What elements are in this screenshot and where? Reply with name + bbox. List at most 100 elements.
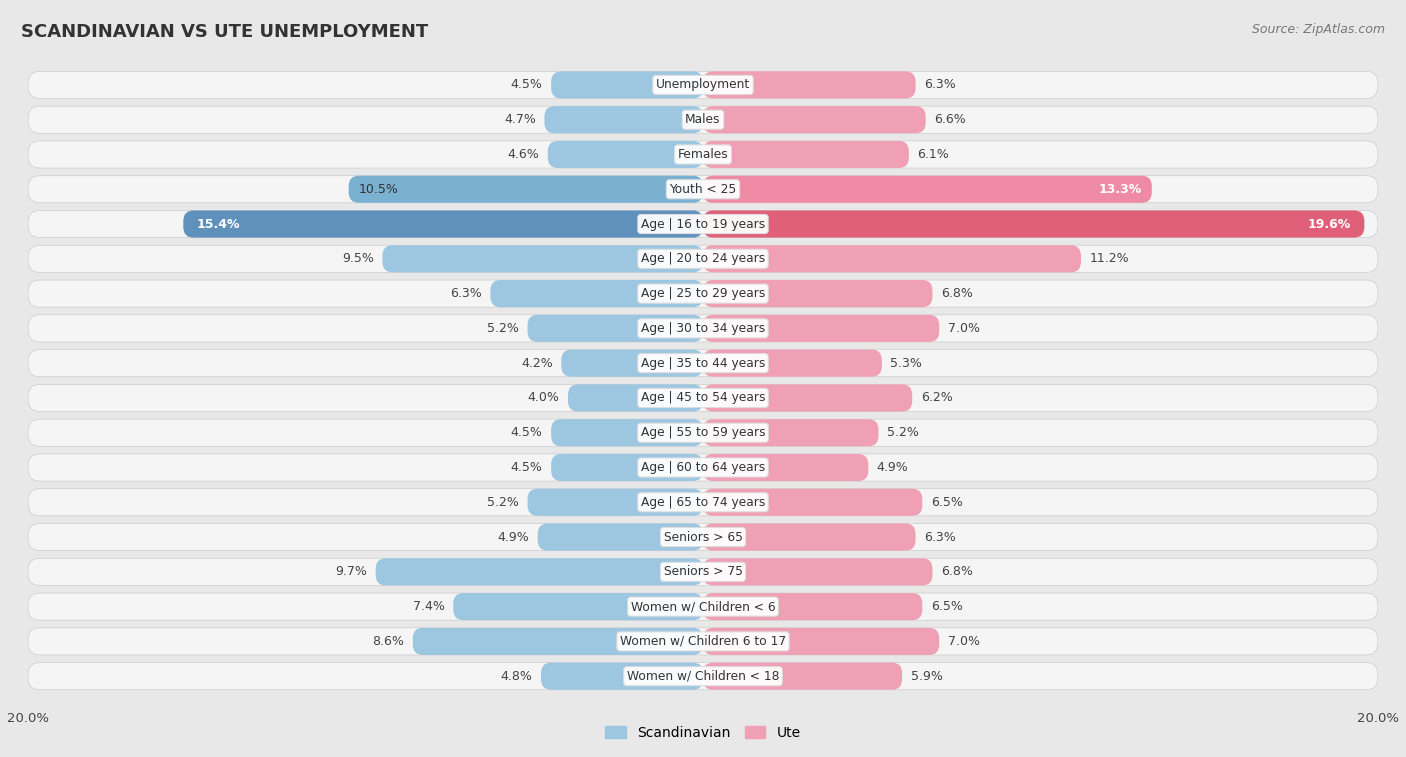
FancyBboxPatch shape: [703, 454, 869, 481]
Text: 4.5%: 4.5%: [510, 426, 543, 439]
Text: Age | 65 to 74 years: Age | 65 to 74 years: [641, 496, 765, 509]
Text: 6.6%: 6.6%: [934, 114, 966, 126]
Text: 6.5%: 6.5%: [931, 600, 963, 613]
FancyBboxPatch shape: [28, 628, 1378, 655]
Text: Women w/ Children < 6: Women w/ Children < 6: [631, 600, 775, 613]
Text: Seniors > 75: Seniors > 75: [664, 565, 742, 578]
Text: 10.5%: 10.5%: [359, 182, 399, 196]
FancyBboxPatch shape: [541, 662, 703, 690]
FancyBboxPatch shape: [703, 106, 925, 133]
Text: Unemployment: Unemployment: [655, 79, 751, 92]
Text: 6.2%: 6.2%: [921, 391, 952, 404]
FancyBboxPatch shape: [703, 662, 903, 690]
Text: 4.8%: 4.8%: [501, 670, 533, 683]
FancyBboxPatch shape: [28, 210, 1378, 238]
Text: Age | 60 to 64 years: Age | 60 to 64 years: [641, 461, 765, 474]
FancyBboxPatch shape: [413, 628, 703, 655]
Text: 15.4%: 15.4%: [197, 217, 240, 231]
FancyBboxPatch shape: [382, 245, 703, 273]
Text: 6.3%: 6.3%: [450, 287, 482, 300]
FancyBboxPatch shape: [349, 176, 703, 203]
FancyBboxPatch shape: [375, 558, 703, 585]
FancyBboxPatch shape: [537, 524, 703, 550]
Text: 4.5%: 4.5%: [510, 79, 543, 92]
FancyBboxPatch shape: [28, 419, 1378, 447]
FancyBboxPatch shape: [28, 454, 1378, 481]
FancyBboxPatch shape: [544, 106, 703, 133]
Text: Age | 35 to 44 years: Age | 35 to 44 years: [641, 357, 765, 369]
FancyBboxPatch shape: [28, 558, 1378, 585]
FancyBboxPatch shape: [527, 315, 703, 342]
FancyBboxPatch shape: [28, 106, 1378, 133]
FancyBboxPatch shape: [28, 315, 1378, 342]
FancyBboxPatch shape: [703, 419, 879, 447]
Text: Seniors > 65: Seniors > 65: [664, 531, 742, 544]
Text: 6.1%: 6.1%: [917, 148, 949, 161]
FancyBboxPatch shape: [28, 385, 1378, 412]
FancyBboxPatch shape: [28, 141, 1378, 168]
FancyBboxPatch shape: [551, 454, 703, 481]
Text: 6.3%: 6.3%: [924, 79, 956, 92]
Text: Age | 30 to 34 years: Age | 30 to 34 years: [641, 322, 765, 335]
FancyBboxPatch shape: [703, 315, 939, 342]
FancyBboxPatch shape: [28, 280, 1378, 307]
Text: 4.5%: 4.5%: [510, 461, 543, 474]
FancyBboxPatch shape: [183, 210, 703, 238]
Text: 7.0%: 7.0%: [948, 322, 980, 335]
Text: Women w/ Children 6 to 17: Women w/ Children 6 to 17: [620, 635, 786, 648]
Text: Age | 25 to 29 years: Age | 25 to 29 years: [641, 287, 765, 300]
Text: 11.2%: 11.2%: [1090, 252, 1129, 265]
Text: 5.9%: 5.9%: [911, 670, 942, 683]
Text: 6.8%: 6.8%: [941, 287, 973, 300]
FancyBboxPatch shape: [551, 71, 703, 98]
Text: Age | 20 to 24 years: Age | 20 to 24 years: [641, 252, 765, 265]
Text: 4.9%: 4.9%: [498, 531, 529, 544]
Legend: Scandinavian, Ute: Scandinavian, Ute: [600, 720, 806, 746]
FancyBboxPatch shape: [703, 350, 882, 377]
Text: 5.2%: 5.2%: [488, 322, 519, 335]
FancyBboxPatch shape: [703, 524, 915, 550]
FancyBboxPatch shape: [703, 245, 1081, 273]
Text: Males: Males: [685, 114, 721, 126]
FancyBboxPatch shape: [703, 141, 908, 168]
FancyBboxPatch shape: [703, 593, 922, 620]
Text: 9.7%: 9.7%: [336, 565, 367, 578]
FancyBboxPatch shape: [568, 385, 703, 412]
Text: Women w/ Children < 18: Women w/ Children < 18: [627, 670, 779, 683]
Text: SCANDINAVIAN VS UTE UNEMPLOYMENT: SCANDINAVIAN VS UTE UNEMPLOYMENT: [21, 23, 429, 41]
FancyBboxPatch shape: [527, 489, 703, 516]
FancyBboxPatch shape: [703, 385, 912, 412]
Text: Females: Females: [678, 148, 728, 161]
FancyBboxPatch shape: [28, 593, 1378, 620]
Text: 5.2%: 5.2%: [887, 426, 918, 439]
FancyBboxPatch shape: [703, 176, 1152, 203]
FancyBboxPatch shape: [561, 350, 703, 377]
FancyBboxPatch shape: [28, 662, 1378, 690]
FancyBboxPatch shape: [551, 419, 703, 447]
Text: Age | 45 to 54 years: Age | 45 to 54 years: [641, 391, 765, 404]
Text: Age | 55 to 59 years: Age | 55 to 59 years: [641, 426, 765, 439]
Text: 6.3%: 6.3%: [924, 531, 956, 544]
Text: 4.6%: 4.6%: [508, 148, 540, 161]
Text: 13.3%: 13.3%: [1098, 182, 1142, 196]
FancyBboxPatch shape: [491, 280, 703, 307]
FancyBboxPatch shape: [703, 628, 939, 655]
Text: Age | 16 to 19 years: Age | 16 to 19 years: [641, 217, 765, 231]
Text: 19.6%: 19.6%: [1308, 217, 1351, 231]
FancyBboxPatch shape: [703, 489, 922, 516]
Text: 5.2%: 5.2%: [488, 496, 519, 509]
Text: 7.4%: 7.4%: [413, 600, 444, 613]
Text: Source: ZipAtlas.com: Source: ZipAtlas.com: [1251, 23, 1385, 36]
Text: 7.0%: 7.0%: [948, 635, 980, 648]
FancyBboxPatch shape: [28, 176, 1378, 203]
Text: 8.6%: 8.6%: [373, 635, 405, 648]
FancyBboxPatch shape: [548, 141, 703, 168]
Text: 4.0%: 4.0%: [527, 391, 560, 404]
FancyBboxPatch shape: [453, 593, 703, 620]
FancyBboxPatch shape: [28, 489, 1378, 516]
FancyBboxPatch shape: [28, 71, 1378, 98]
Text: 4.2%: 4.2%: [522, 357, 553, 369]
FancyBboxPatch shape: [703, 210, 1364, 238]
Text: 4.7%: 4.7%: [505, 114, 536, 126]
Text: 6.5%: 6.5%: [931, 496, 963, 509]
